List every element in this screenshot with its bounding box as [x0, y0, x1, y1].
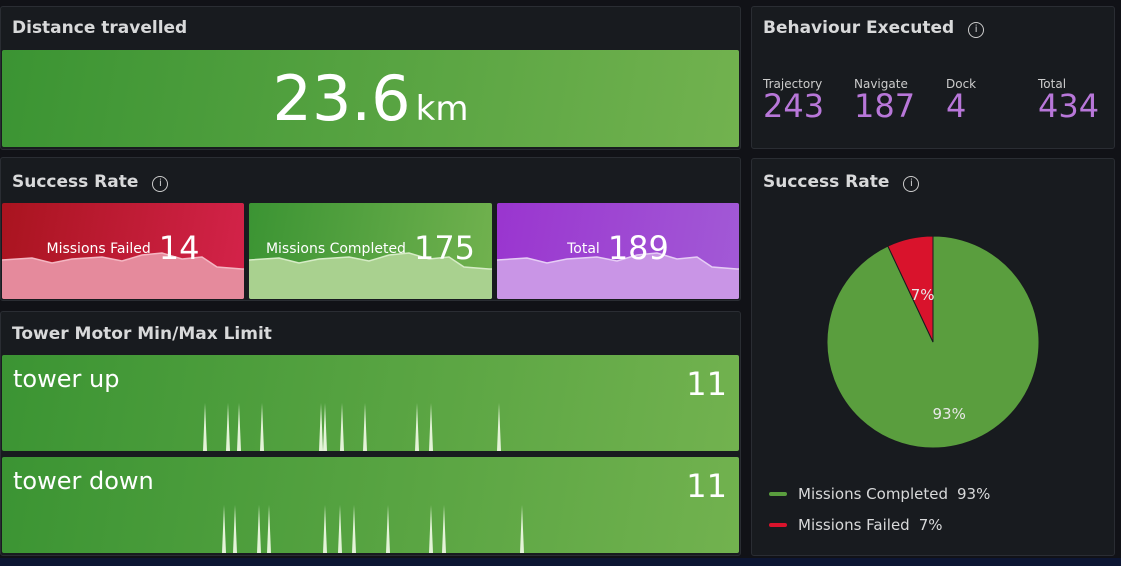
- stat-label: Navigate: [854, 77, 908, 91]
- info-icon[interactable]: i: [152, 176, 169, 192]
- spike: [267, 505, 271, 553]
- spike: [319, 403, 323, 451]
- title-text: Behaviour Executed: [763, 18, 955, 38]
- panel-title: Behaviour Executed i: [763, 18, 985, 38]
- legend-swatch: [769, 523, 787, 527]
- spike: [203, 403, 207, 451]
- pie-chart: 93%Missions Completed 93%7%Missions Faile…: [769, 235, 1040, 534]
- row-label: tower up: [13, 365, 120, 393]
- sparkline: [2, 252, 244, 299]
- title-text: Success Rate: [12, 172, 139, 192]
- spike: [429, 403, 433, 451]
- spike: [340, 403, 344, 451]
- spike: [338, 505, 342, 553]
- stat-label: Missions Failed: [46, 241, 151, 257]
- distance-stat: 23.6 km: [2, 50, 739, 147]
- stat-tile: Total 189: [497, 203, 739, 299]
- spike: [497, 403, 501, 451]
- panel-title: Tower Motor Min/Max Limit: [12, 324, 272, 344]
- spike: [226, 403, 230, 451]
- stat-tile: Missions Failed 14: [2, 203, 244, 299]
- spike: [237, 403, 241, 451]
- distance-value: 23.6: [272, 62, 411, 135]
- panel-title: Distance travelled: [12, 18, 188, 38]
- sparkline-line: [2, 252, 244, 270]
- stat-value: 243: [763, 87, 825, 125]
- stat-value: 187: [854, 87, 916, 125]
- slice-label: 93%: [933, 405, 966, 423]
- panel-title: Success Rate i: [763, 172, 920, 192]
- stat-label: Trajectory: [763, 77, 823, 91]
- sparkline-area: [249, 253, 492, 299]
- stat-value: 189: [607, 229, 669, 267]
- distance-panel: Distance travelled 23.6 km: [0, 6, 741, 150]
- stat-value: 14: [158, 229, 200, 267]
- distance-unit: km: [415, 89, 469, 129]
- spike: [222, 505, 226, 553]
- sparkline-area: [497, 253, 739, 299]
- legend-text: Missions Failed 7%: [798, 516, 943, 534]
- spike: [257, 505, 261, 553]
- legend-value: 7%: [919, 516, 943, 534]
- pie-panel: Success Rate i 93% Missions Completed 93% 7%…: [751, 158, 1115, 556]
- stat-label: Missions Completed: [265, 241, 406, 257]
- spike: [415, 403, 419, 451]
- spike-chart: [203, 403, 501, 451]
- legend-swatch: [769, 492, 787, 496]
- row-label: tower down: [13, 467, 154, 495]
- footer-strip: [0, 558, 1121, 566]
- behaviour-panel: Behaviour Executed i Trajectory 243 Navigat…: [751, 6, 1115, 149]
- spike: [233, 505, 237, 553]
- stat-row: Missions Failed 14: [2, 229, 244, 267]
- slice-label: 7%: [911, 286, 935, 304]
- row-value: 11: [686, 467, 727, 505]
- panel-title: Success Rate i: [12, 172, 169, 192]
- spike: [429, 505, 433, 553]
- stat-label: Total: [1038, 77, 1067, 91]
- sparkline: [249, 252, 492, 299]
- sparkline-line: [249, 252, 492, 270]
- sparkline: [497, 252, 739, 299]
- spike: [352, 505, 356, 553]
- legend-value: 93%: [957, 485, 990, 503]
- spike: [520, 505, 524, 553]
- spike: [323, 403, 327, 451]
- spike: [363, 403, 367, 451]
- tower-row: tower down 11: [2, 457, 739, 553]
- spike: [323, 505, 327, 553]
- stat-label: Total: [567, 241, 600, 257]
- legend-label: Missions Completed: [798, 485, 948, 503]
- spike: [260, 403, 264, 451]
- legend-text: Missions Completed 93%: [798, 485, 990, 503]
- spike-chart: [222, 505, 524, 553]
- tower-row: tower up 11: [2, 355, 739, 451]
- success-panel: Success Rate i Missions Failed 14 Missions …: [0, 157, 741, 301]
- info-icon[interactable]: i: [903, 176, 920, 192]
- stat-value: 175: [413, 229, 476, 267]
- stat-label: Dock: [946, 77, 977, 91]
- stat-row: Total 189: [497, 229, 739, 267]
- tower-panel: Tower Motor Min/Max Limit tower up 11 towe…: [0, 311, 741, 556]
- stat-tile: Missions Completed 175: [249, 203, 492, 299]
- row-value: 11: [686, 365, 727, 403]
- spike: [386, 505, 390, 553]
- sparkline-area: [2, 253, 244, 299]
- legend-label: Missions Failed: [798, 516, 910, 534]
- sparkline-line: [497, 252, 739, 270]
- info-icon[interactable]: i: [968, 22, 985, 38]
- stat-row: Missions Completed 175: [249, 229, 492, 267]
- stat-value: 4: [946, 87, 967, 125]
- title-text: Success Rate: [763, 172, 890, 192]
- pie-slice: [887, 235, 934, 343]
- spike: [442, 505, 446, 553]
- stat-value: 434: [1038, 87, 1100, 125]
